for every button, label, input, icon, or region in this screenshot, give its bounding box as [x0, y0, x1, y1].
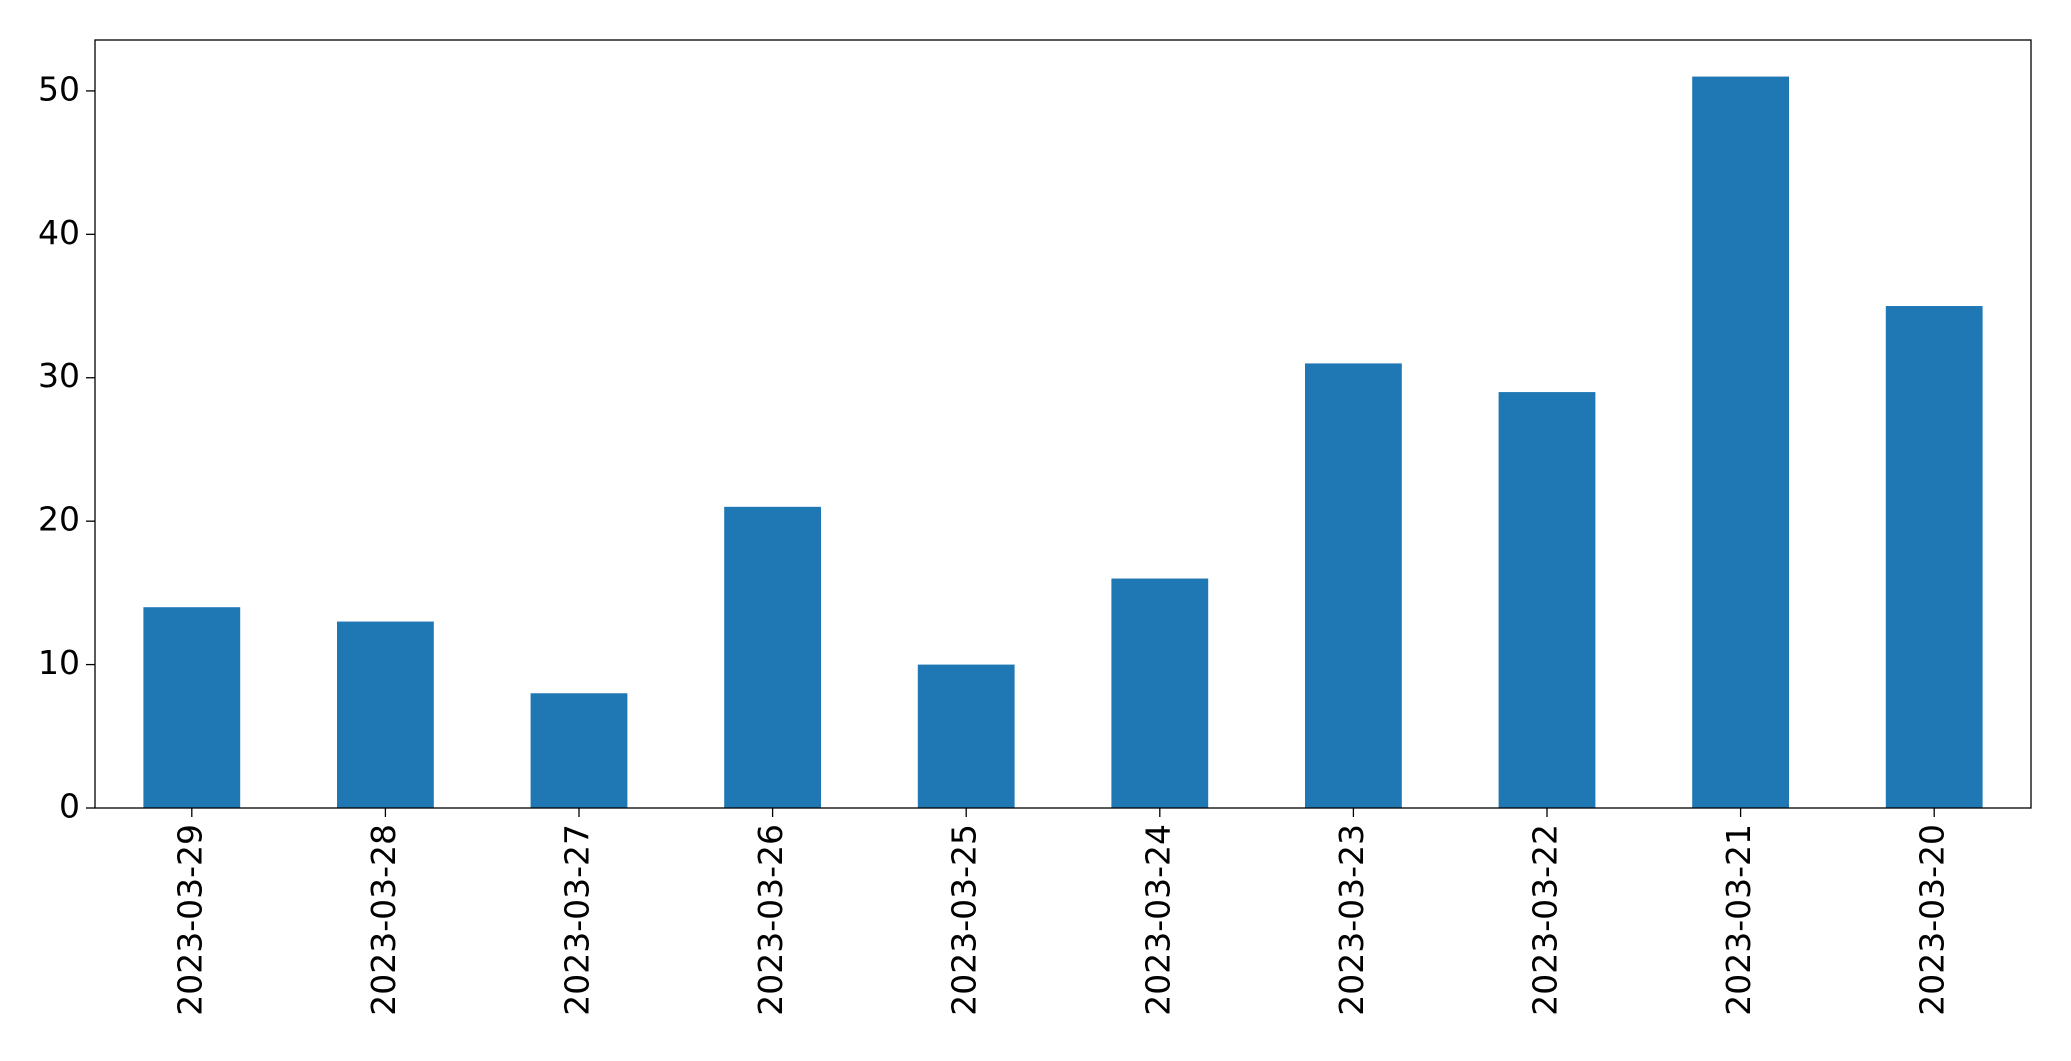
bar	[1498, 392, 1596, 808]
bar	[1885, 306, 1983, 808]
bar	[143, 607, 241, 808]
x-tick-label: 2023-03-27	[558, 824, 597, 1016]
x-tick-label: 2023-03-23	[1332, 824, 1371, 1016]
x-tick-label: 2023-03-20	[1913, 824, 1952, 1016]
y-tick-label: 0	[59, 787, 80, 826]
y-tick-label: 30	[38, 356, 80, 395]
bar	[1305, 363, 1402, 808]
y-tick-label: 20	[38, 500, 80, 539]
bar	[337, 621, 434, 808]
y-tick-label: 50	[38, 69, 80, 108]
bar	[1111, 578, 1209, 808]
x-tick-label: 2023-03-22	[1526, 824, 1565, 1016]
x-tick-label: 2023-03-24	[1138, 824, 1177, 1016]
bar	[724, 506, 821, 808]
x-tick-label: 2023-03-28	[364, 824, 403, 1016]
bar	[1692, 76, 1789, 809]
x-tick-label: 2023-03-26	[751, 824, 790, 1016]
x-tick-label: 2023-03-25	[945, 824, 984, 1016]
bar	[917, 664, 1015, 808]
plot-frame	[94, 39, 2032, 809]
y-tick-label: 10	[38, 643, 80, 682]
y-tick-label: 40	[38, 213, 80, 252]
bar	[530, 693, 628, 808]
x-tick-label: 2023-03-21	[1719, 824, 1758, 1016]
x-tick-label: 2023-03-29	[170, 824, 209, 1016]
